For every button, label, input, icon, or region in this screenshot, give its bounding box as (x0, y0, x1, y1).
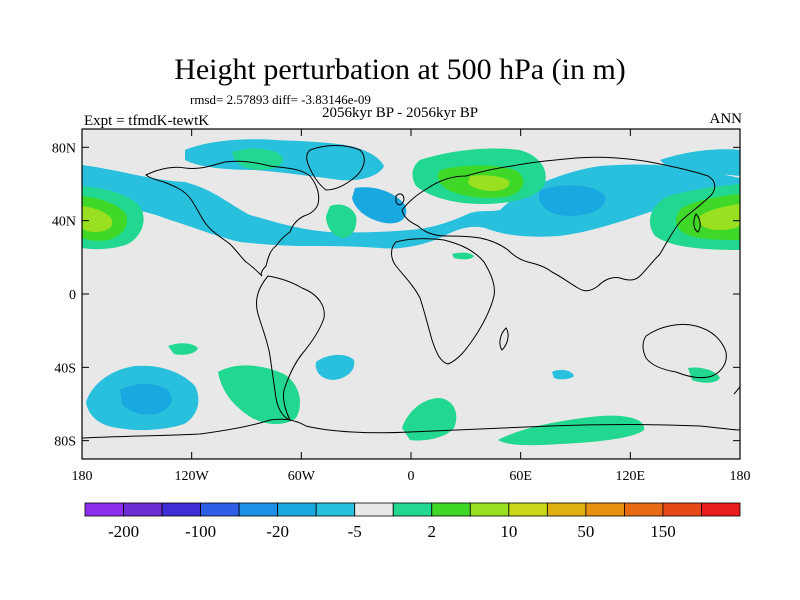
contour-positive-south-pacific (168, 343, 198, 355)
coastline-greenland (306, 145, 365, 191)
x-tick-label: 180 (730, 469, 751, 484)
coastline-australia (642, 323, 727, 379)
colorbar-label: -100 (185, 522, 216, 541)
colorbar-swatch (508, 502, 548, 517)
stats-text: rmsd= 2.57893 diff= -3.83146e-09 (190, 92, 371, 107)
x-tick-label: 60E (509, 469, 532, 484)
colorbar-label: 150 (650, 522, 676, 541)
colorbar-swatch (701, 502, 741, 517)
colorbar-swatch (84, 502, 124, 517)
contour-positive-indian-ocean (402, 398, 457, 441)
colorbar-swatch (238, 502, 279, 517)
colorbar-label: 2 (428, 522, 437, 541)
colorbar-swatch (315, 502, 356, 517)
colorbar-swatch (200, 502, 240, 517)
colorbar-label: -200 (108, 522, 139, 541)
coastline-south-america (255, 275, 325, 421)
contour-positive-east-pacific-3 (698, 204, 740, 230)
colorbar-swatch (277, 502, 317, 517)
experiment-label: Expt = tfmdK-tewtK (84, 113, 210, 129)
contour-negative-south-atlantic (315, 354, 355, 380)
colorbar-label: 10 (500, 522, 517, 541)
colorbar-swatch (161, 502, 201, 517)
x-tick-label: 0 (408, 469, 415, 484)
coastline-madagascar (499, 327, 509, 351)
colorbar-swatch (624, 502, 664, 517)
coastline-antarctica (82, 418, 740, 439)
colorbar-swatch (546, 502, 587, 517)
contour-positive-southern-ocean (498, 415, 645, 446)
map-title: Height perturbation at 500 hPa (in m) (174, 53, 626, 86)
coastline-new-zealand (733, 385, 740, 395)
contour-positive-west-pacific-3 (82, 206, 113, 232)
coastline-japan (693, 213, 701, 233)
colorbar-swatch (431, 502, 471, 517)
coastline-eurasia (401, 156, 716, 292)
x-tick-label: 60W (288, 469, 316, 484)
coastline-north-america (145, 160, 320, 277)
x-tick-label: 180 (72, 469, 93, 484)
contour-negative-east-asia-arctic (660, 149, 740, 176)
contour-positive-canada (232, 148, 283, 170)
season-label: ANN (709, 111, 743, 127)
colorbar-label: -20 (266, 522, 289, 541)
coastline-africa (391, 238, 495, 365)
y-tick-label: 0 (69, 288, 76, 303)
contour-negative-south-pacific-core (120, 384, 172, 415)
colorbar-swatch (585, 502, 625, 517)
contour-positive-south-australia (688, 367, 720, 383)
x-tick-label: 120E (616, 469, 646, 484)
x-tick-label: 120W (175, 469, 210, 484)
contour-fill-layer (82, 139, 740, 446)
period-text: 2056kyr BP - 2056kyr BP (322, 105, 479, 121)
colorbar-label: -5 (348, 522, 362, 541)
colorbar-swatch (662, 502, 702, 517)
coastline-uk (395, 193, 405, 206)
contour-positive-eurasia-3 (468, 175, 510, 191)
y-tick-label: 40S (54, 361, 76, 376)
y-tick-label: 40N (52, 215, 76, 230)
y-tick-label: 80N (52, 141, 76, 156)
axis-ticks: 180 120W 60W 0 60E 120E 180 80N 40N 0 40S 80S (52, 129, 751, 484)
colorbar-label: 50 (577, 522, 594, 541)
y-tick-label: 80S (54, 435, 76, 450)
contour-negative-arctic-canada (185, 139, 384, 181)
contour-negative-core-atlantic (352, 187, 407, 224)
colorbar-swatch (354, 502, 394, 517)
colorbar-swatch (469, 502, 510, 517)
contour-positive-sahara (452, 252, 474, 260)
colorbar-swatch (123, 502, 163, 517)
coastline-layer (82, 145, 740, 439)
colorbar: -200 -100 -20 -5 2 10 50 150 (84, 502, 741, 541)
contour-negative-indian (552, 369, 574, 380)
contour-positive-mid-atlantic (326, 204, 357, 238)
contour-negative-core-asia (539, 185, 606, 216)
colorbar-swatch (392, 502, 433, 517)
